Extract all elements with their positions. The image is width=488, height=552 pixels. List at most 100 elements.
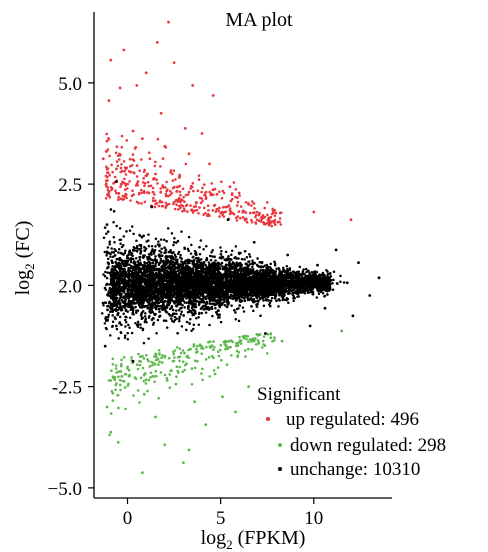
point-unchange bbox=[188, 259, 191, 262]
point-unchange bbox=[103, 250, 107, 254]
point-unchange bbox=[182, 314, 185, 317]
point-unchange bbox=[174, 255, 178, 259]
point-unchange bbox=[288, 273, 292, 277]
point-unchange bbox=[234, 311, 237, 314]
point-unchange bbox=[243, 250, 247, 253]
point-unchange bbox=[262, 299, 265, 302]
point-unchange bbox=[328, 278, 331, 282]
point-unchange bbox=[227, 262, 231, 265]
point-unchange bbox=[205, 256, 209, 260]
point-unchange bbox=[190, 329, 193, 333]
point-unchange bbox=[261, 297, 265, 300]
point-unchange bbox=[339, 274, 342, 278]
point-unchange bbox=[123, 251, 127, 255]
point-unchange bbox=[228, 270, 232, 274]
point-unchange bbox=[158, 255, 161, 258]
point-unchange bbox=[321, 271, 325, 275]
point-unchange bbox=[289, 277, 293, 280]
point-unchange bbox=[200, 311, 204, 315]
point-unchange bbox=[173, 293, 176, 297]
point-unchange bbox=[233, 263, 237, 266]
point-unchange bbox=[147, 337, 150, 340]
point-unchange bbox=[142, 234, 145, 238]
point-unchange bbox=[293, 279, 296, 283]
point-unchange bbox=[163, 251, 166, 255]
point-unchange bbox=[250, 262, 254, 265]
point-unchange bbox=[143, 249, 146, 252]
point-unchange bbox=[105, 252, 109, 255]
point-unchange bbox=[277, 298, 281, 301]
point-unchange bbox=[192, 327, 195, 331]
point-unchange bbox=[118, 227, 122, 230]
point-unchange bbox=[117, 337, 120, 340]
point-unchange bbox=[105, 327, 108, 331]
point-unchange bbox=[243, 299, 247, 303]
point-unchange bbox=[205, 244, 208, 248]
point-unchange bbox=[138, 258, 142, 261]
point-unchange bbox=[239, 265, 242, 269]
point-unchange bbox=[112, 236, 116, 239]
point-unchange bbox=[216, 313, 220, 317]
point-unchange bbox=[170, 317, 173, 320]
point-unchange bbox=[198, 252, 202, 256]
point-unchange bbox=[326, 293, 329, 296]
point-unchange bbox=[313, 274, 317, 277]
point-unchange bbox=[197, 323, 201, 327]
point-unchange bbox=[118, 315, 122, 319]
point-unchange bbox=[290, 285, 293, 288]
point-unchange bbox=[292, 299, 295, 303]
point-unchange bbox=[259, 269, 262, 272]
point-unchange bbox=[252, 309, 255, 313]
point-unchange bbox=[270, 270, 273, 274]
point-unchange bbox=[147, 297, 151, 301]
point-unchange bbox=[173, 318, 177, 322]
point-unchange bbox=[218, 299, 221, 302]
point-unchange bbox=[139, 247, 143, 250]
point-unchange bbox=[237, 307, 240, 310]
point-unchange bbox=[210, 307, 214, 311]
point-unchange bbox=[124, 321, 128, 324]
point-unchange bbox=[162, 319, 166, 322]
point-unchange bbox=[131, 248, 135, 252]
point-unchange bbox=[225, 305, 229, 309]
point-unchange bbox=[213, 302, 216, 305]
point-unchange bbox=[138, 233, 141, 237]
point-unchange bbox=[331, 281, 334, 285]
point-unchange bbox=[208, 254, 212, 258]
point-unchange bbox=[179, 313, 183, 316]
point-unchange bbox=[153, 303, 157, 306]
point-unchange bbox=[183, 301, 186, 304]
point-unchange bbox=[111, 309, 115, 312]
point-unchange bbox=[102, 236, 106, 239]
point-unchange bbox=[188, 322, 191, 326]
point-unchange bbox=[327, 289, 331, 293]
point-unchange bbox=[230, 304, 233, 307]
point-unchange bbox=[135, 239, 138, 242]
point-unchange bbox=[115, 327, 119, 331]
point-unchange bbox=[323, 294, 327, 298]
point-unchange bbox=[134, 256, 138, 260]
point-unchange bbox=[234, 245, 238, 248]
point-unchange bbox=[332, 270, 336, 273]
point-unchange bbox=[304, 282, 307, 286]
point-unchange bbox=[259, 314, 262, 318]
point-unchange bbox=[158, 304, 162, 308]
point-unchange bbox=[237, 319, 241, 323]
point-unchange bbox=[192, 323, 196, 327]
point-unchange bbox=[304, 275, 308, 279]
point-unchange bbox=[109, 334, 112, 337]
point-unchange bbox=[122, 312, 125, 316]
point-unchange bbox=[262, 304, 266, 307]
point-unchange bbox=[215, 303, 218, 306]
point-unchange bbox=[314, 271, 317, 275]
point-unchange bbox=[134, 305, 137, 309]
point-unchange bbox=[183, 247, 186, 250]
point-unchange bbox=[224, 263, 228, 266]
point-unchange bbox=[260, 261, 264, 264]
point-unchange bbox=[312, 278, 315, 281]
point-unchange bbox=[131, 311, 135, 314]
point-unchange bbox=[135, 311, 138, 314]
point-unchange bbox=[106, 257, 110, 261]
point-unchange bbox=[168, 263, 172, 266]
